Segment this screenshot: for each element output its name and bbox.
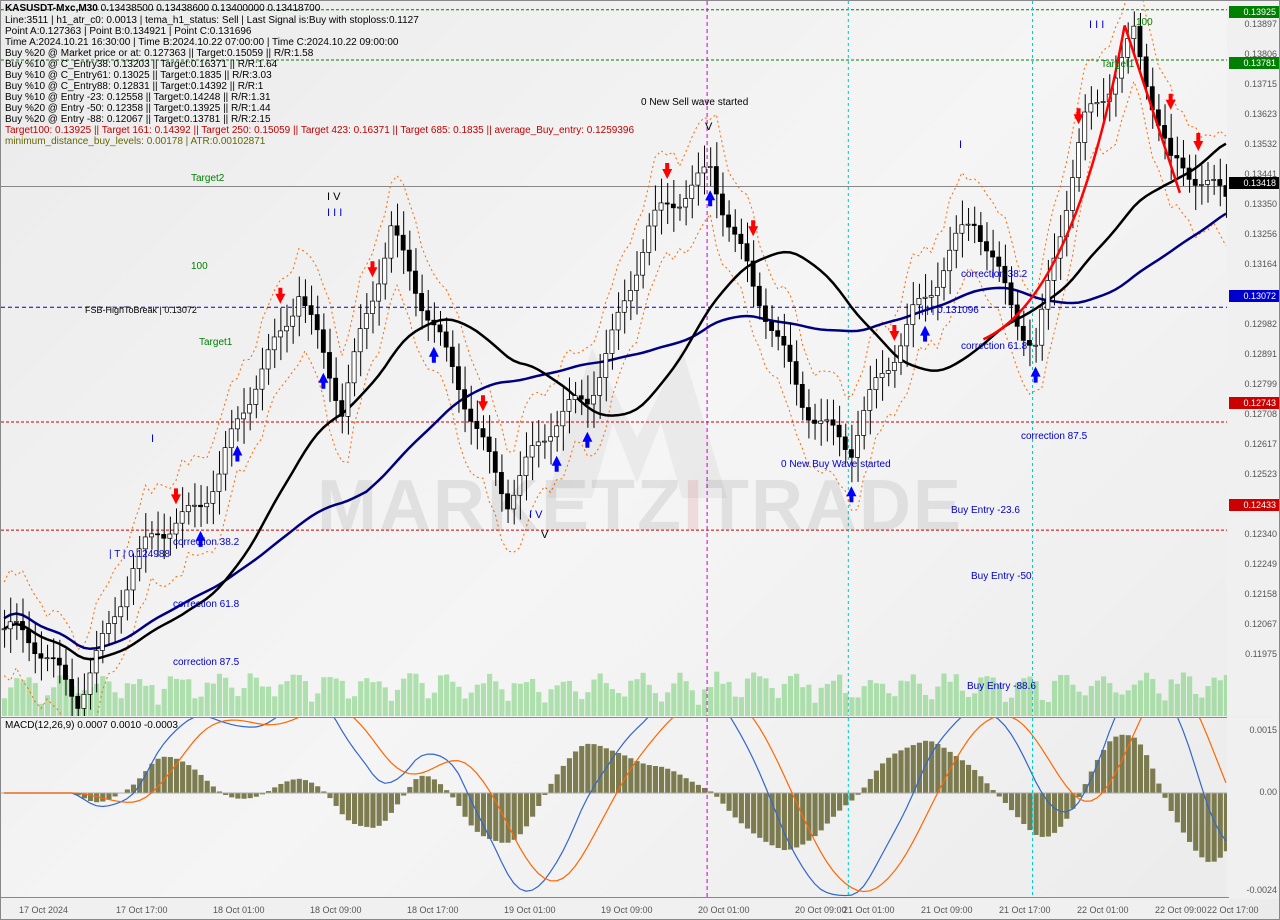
corr382-l: correction 38.2 (173, 537, 239, 548)
ytick: 0.13897 (1244, 19, 1277, 29)
ytick: 0.13623 (1244, 109, 1277, 119)
y-axis-macd: 0.0015 0.00 -0.0024 (1227, 717, 1279, 899)
target1-left: Target1 (199, 337, 232, 348)
price-highlight: 0.13781 (1229, 57, 1279, 69)
price-highlight: 0.13072 (1229, 290, 1279, 302)
xtick: 17 Oct 17:00 (116, 905, 168, 915)
xtick: 21 Oct 01:00 (843, 905, 895, 915)
wave-I-right: I (959, 139, 962, 151)
wave-III-right: I I I (1089, 19, 1104, 31)
info-line-7: Buy %10 @ Entry -23: 0.12558 || Target:0… (5, 92, 271, 103)
fsb-label: FSB-HighToBreak | 0.13072 (85, 305, 197, 315)
corr618-r: correction 61.8 (961, 341, 1027, 352)
xtick: 21 Oct 09:00 (921, 905, 973, 915)
info-line-8: Buy %20 @ Entry -50: 0.12358 || Target:0… (5, 103, 271, 114)
macd-label: MACD(12,26,9) 0.0007 0.0010 -0.0003 (5, 720, 178, 731)
wave-V-mid: V (705, 121, 712, 133)
info-line-1: Point A:0.127363 | Point B:0.134921 | Po… (5, 26, 252, 37)
macd-ytick: -0.0024 (1246, 885, 1277, 895)
hundred-right: 100 (1136, 17, 1153, 28)
info-line-6: Buy %10 @ C_Entry88: 0.12831 || Target:0… (5, 81, 263, 92)
xtick: 22 Oct 09:00 (1155, 905, 1207, 915)
macd-chart-area[interactable]: MACD(12,26,9) 0.0007 0.0010 -0.0003 (1, 717, 1229, 899)
corr618-l: correction 61.8 (173, 599, 239, 610)
ytick: 0.12617 (1244, 439, 1277, 449)
xtick: 20 Oct 09:00 (795, 905, 847, 915)
wave124988: | T | 0.124988 (109, 549, 170, 560)
ytick: 0.13532 (1244, 139, 1277, 149)
wave-III-left: I I I (327, 207, 342, 219)
price-highlight: 0.13418 (1229, 177, 1279, 189)
info-line-3: Buy %20 @ Market price or at: 0.127363 |… (5, 48, 313, 59)
price-highlight: 0.12433 (1229, 499, 1279, 511)
xtick: 21 Oct 17:00 (999, 905, 1051, 915)
ytick: 0.12982 (1244, 319, 1277, 329)
wave-IV-left: I V (327, 191, 340, 203)
buy886: Buy Entry -88.6 (967, 681, 1036, 692)
xtick: 17 Oct 2024 (19, 905, 68, 915)
xtick: 22 Oct 17:00 (1207, 905, 1259, 915)
ytick: 0.13715 (1244, 79, 1277, 89)
symbol: KASUSDT-Mxc,M30 (5, 3, 98, 14)
ytick: 0.12523 (1244, 469, 1277, 479)
buy50: Buy Entry -50 (971, 571, 1032, 582)
corr382-r: correction 38.2 (961, 269, 1027, 280)
wave131096: | | | 0.131096 (921, 305, 979, 316)
ytick: 0.12340 (1244, 529, 1277, 539)
new-buy-label: 0 New Buy Wave started (781, 459, 891, 470)
target2-label: Target2 (191, 173, 224, 184)
xtick: 18 Oct 17:00 (407, 905, 459, 915)
info-red: Target100: 0.13925 || Target 161: 0.1439… (5, 125, 634, 136)
xtick: 19 Oct 09:00 (601, 905, 653, 915)
symbol-header: KASUSDT-Mxc,M30 0.13438500 0.13438600 0.… (5, 3, 320, 14)
ytick: 0.12799 (1244, 379, 1277, 389)
ytick: 0.12158 (1244, 589, 1277, 599)
ytick: 0.13164 (1244, 259, 1277, 269)
wave-V-mid2: V (541, 529, 548, 541)
info-line-0: Line:3511 | h1_atr_c0: 0.0013 | tema_h1_… (5, 15, 419, 26)
chart-container: MARKETZITRADE MACD(12,26,9) 0.0007 0.001… (0, 0, 1280, 920)
xtick: 22 Oct 01:00 (1077, 905, 1129, 915)
ytick: 0.11975 (1245, 649, 1277, 659)
price-highlight: 0.13925 (1229, 6, 1279, 18)
ytick: 0.12067 (1244, 619, 1277, 629)
ohlc: 0.13438500 0.13438600 0.13400000 0.13418… (101, 3, 321, 14)
info-line-5: Buy %10 @ C_Entry61: 0.13025 || Target:0… (5, 70, 272, 81)
macd-chart-svg (1, 718, 1229, 900)
ytick: 0.13256 (1244, 229, 1277, 239)
xtick: 20 Oct 01:00 (698, 905, 750, 915)
info-line-9: Buy %20 @ Entry -88: 0.12067 || Target:0… (5, 114, 271, 125)
buy236: Buy Entry -23.6 (951, 505, 1020, 516)
y-axis-main: 0.138970.138060.137150.136230.135320.134… (1227, 1, 1279, 716)
ytick: 0.13350 (1244, 199, 1277, 209)
ytick: 0.12891 (1244, 349, 1277, 359)
info-line-4: Buy %10 @ C_Entry38: 0.13203 || Target:0… (5, 59, 277, 70)
xtick: 18 Oct 01:00 (213, 905, 265, 915)
info-olive: minimum_distance_buy_levels: 0.00178 | A… (5, 136, 265, 147)
macd-ytick: 0.00 (1259, 787, 1277, 797)
price-highlight: 0.12743 (1229, 397, 1279, 409)
info-line-2: Time A:2024.10.21 16:30:00 | Time B:2024… (5, 37, 398, 48)
macd-ytick: 0.0015 (1249, 725, 1277, 735)
ytick: 0.12708 (1244, 409, 1277, 419)
xtick: 18 Oct 09:00 (310, 905, 362, 915)
wave-IV-mid: I V (529, 509, 542, 521)
target1-top: Target1 (1101, 59, 1134, 70)
ytick: 0.12249 (1244, 559, 1277, 569)
corr875-l: correction 87.5 (173, 657, 239, 668)
corr875-r: correction 87.5 (1021, 431, 1087, 442)
wave-I-left: I (151, 433, 154, 445)
x-axis: 17 Oct 2024 17 Oct 17:00 18 Oct 01:00 18 Oc… (1, 897, 1229, 919)
new-sell-label: 0 New Sell wave started (641, 97, 748, 108)
hundred-left: 100 (191, 261, 208, 272)
xtick: 19 Oct 01:00 (504, 905, 556, 915)
